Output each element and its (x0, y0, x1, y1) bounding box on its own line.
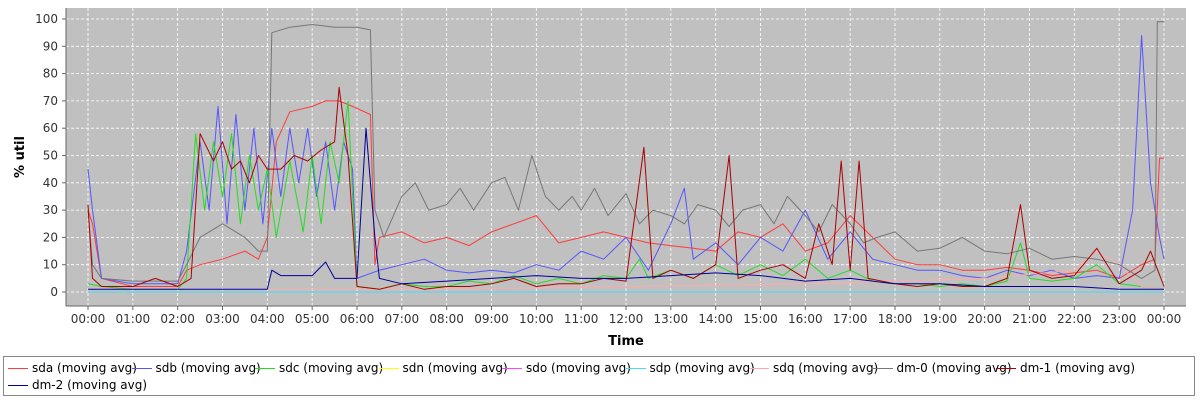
legend-label: sdq (moving avg) (773, 361, 879, 375)
legend-swatch (378, 368, 399, 369)
legend-item: dm-0 (moving avg) (872, 361, 1012, 375)
legend-item: sdn (moving avg) (378, 361, 508, 375)
x-tick-label: 00:00 (1147, 312, 1182, 326)
x-tick-label: 16:00 (788, 312, 823, 326)
x-tick-label: 22:00 (1057, 312, 1092, 326)
series-line-sdq (88, 250, 1165, 290)
x-tick-label: 14:00 (698, 312, 733, 326)
x-tick-label: 21:00 (1012, 312, 1047, 326)
legend: sda (moving avg) sdb (moving avg) sdc (mov… (3, 356, 1195, 396)
legend-swatch (625, 368, 646, 369)
legend-swatch (872, 368, 893, 369)
legend-label: sdo (moving avg) (526, 361, 631, 375)
legend-label: dm-0 (moving avg) (896, 361, 1012, 375)
series-line-dm-1 (87, 86, 1165, 290)
series-line-dm-0 (87, 21, 1164, 282)
legend-swatch (8, 368, 28, 369)
x-tick-label: 02:00 (160, 312, 195, 326)
legend-swatch (996, 368, 1016, 369)
legend-item: dm-1 (moving avg) (996, 361, 1135, 375)
x-tick-label: 18:00 (878, 312, 913, 326)
legend-label: dm-2 (moving avg) (32, 378, 148, 392)
x-tick-label: 09:00 (474, 312, 509, 326)
legend-item: sdb (moving avg) (131, 361, 261, 375)
legend-item: sdq (moving avg) (749, 361, 878, 375)
y-tick-label: 30 (43, 203, 58, 217)
legend-label: sdb (moving avg) (155, 361, 261, 375)
y-tick-label: 20 (43, 230, 58, 244)
series-line-sdc (87, 100, 1165, 290)
y-tick-label: 10 (43, 258, 58, 272)
y-tick-label: 0 (50, 285, 58, 299)
y-tick-label: 70 (43, 94, 58, 108)
y-tick-label: 50 (43, 149, 58, 163)
y-tick-label: 80 (43, 67, 58, 81)
x-tick-label: 10:00 (519, 312, 554, 326)
x-tick-label: 20:00 (967, 312, 1002, 326)
x-tick-label: 03:00 (205, 312, 240, 326)
series-line-sda (87, 100, 1164, 287)
y-tick-label: 60 (43, 121, 58, 135)
x-tick-label: 07:00 (385, 312, 420, 326)
x-tick-label: 08:00 (429, 312, 464, 326)
legend-label: sdc (moving avg) (279, 361, 384, 375)
legend-item: sdp (moving avg) (625, 361, 755, 375)
legend-item: dm-2 (moving avg) (8, 378, 147, 392)
legend-swatch (131, 368, 152, 369)
x-tick-label: 00:00 (71, 312, 106, 326)
legend-label: sdp (moving avg) (649, 361, 755, 375)
legend-label: dm-1 (moving avg) (1020, 361, 1136, 375)
x-tick-label: 05:00 (295, 312, 330, 326)
legend-item: sda (moving avg) (8, 361, 137, 375)
y-tick-label: 90 (43, 39, 58, 53)
x-tick-label: 13:00 (654, 312, 689, 326)
legend-label: sda (moving avg) (32, 361, 137, 375)
y-tick-label: 40 (43, 176, 58, 190)
legend-swatch (8, 385, 28, 386)
x-tick-label: 11:00 (564, 312, 599, 326)
y-tick-label: 100 (35, 12, 58, 26)
legend-swatch (255, 368, 275, 369)
y-axis-label: % util (13, 136, 28, 178)
x-tick-label: 04:00 (250, 312, 285, 326)
x-tick-label: 23:00 (1102, 312, 1137, 326)
legend-item: sdo (moving avg) (502, 361, 631, 375)
x-tick-label: 15:00 (743, 312, 778, 326)
series-line-sdb (87, 34, 1165, 285)
x-tick-label: 12:00 (609, 312, 644, 326)
legend-swatch (749, 368, 769, 369)
line-chart: 0 10 20 30 40 50 60 70 80 90 100 00:00 01:00 02:00 03:… (13, 8, 1186, 349)
x-axis-label: Time (608, 334, 644, 349)
x-tick-label: 01:00 (116, 312, 151, 326)
legend-label: sdn (moving avg) (402, 361, 508, 375)
legend-swatch (502, 368, 522, 369)
x-tick-label: 17:00 (833, 312, 868, 326)
x-tick-label: 06:00 (340, 312, 375, 326)
legend-item: sdc (moving avg) (255, 361, 383, 375)
x-tick-label: 19:00 (923, 312, 958, 326)
series-line-dm-2 (88, 127, 1164, 290)
